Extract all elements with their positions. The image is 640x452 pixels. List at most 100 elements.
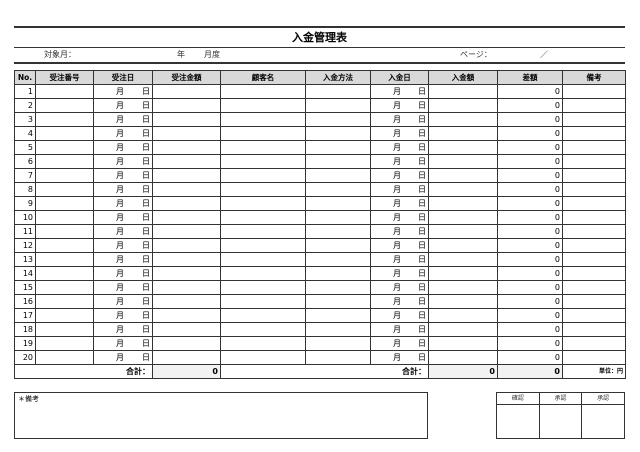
cell[interactable] [35, 196, 94, 211]
cell[interactable] [152, 238, 221, 253]
cell[interactable] [305, 266, 371, 281]
cell[interactable] [152, 98, 221, 113]
cell[interactable] [35, 224, 94, 239]
cell[interactable] [35, 252, 94, 267]
cell[interactable] [220, 168, 306, 183]
cell[interactable] [35, 308, 94, 323]
cell[interactable] [305, 238, 371, 253]
date-cell[interactable]: 月日 [93, 112, 153, 127]
cell[interactable] [428, 84, 498, 99]
date-cell[interactable]: 月日 [93, 350, 153, 365]
cell[interactable] [220, 196, 306, 211]
date-cell[interactable]: 月日 [93, 252, 153, 267]
cell[interactable] [305, 154, 371, 169]
date-cell[interactable]: 月日 [370, 210, 429, 225]
cell[interactable] [35, 168, 94, 183]
cell[interactable] [152, 126, 221, 141]
cell[interactable] [562, 154, 626, 169]
cell[interactable] [220, 308, 306, 323]
cell[interactable] [35, 154, 94, 169]
cell[interactable] [220, 280, 306, 295]
cell[interactable] [428, 280, 498, 295]
cell[interactable] [305, 112, 371, 127]
date-cell[interactable]: 月日 [370, 196, 429, 211]
cell[interactable] [305, 168, 371, 183]
date-cell[interactable]: 月日 [370, 140, 429, 155]
cell[interactable] [305, 280, 371, 295]
cell[interactable] [428, 126, 498, 141]
cell[interactable] [428, 196, 498, 211]
cell[interactable] [35, 266, 94, 281]
date-cell[interactable]: 月日 [93, 294, 153, 309]
cell[interactable] [152, 308, 221, 323]
cell[interactable] [35, 280, 94, 295]
cell[interactable] [562, 112, 626, 127]
approval-cell[interactable]: 確認 [497, 393, 540, 438]
cell[interactable] [35, 336, 94, 351]
cell[interactable] [220, 154, 306, 169]
cell[interactable] [562, 308, 626, 323]
date-cell[interactable]: 月日 [370, 112, 429, 127]
cell[interactable] [152, 266, 221, 281]
cell[interactable] [35, 210, 94, 225]
date-cell[interactable]: 月日 [370, 126, 429, 141]
cell[interactable] [562, 350, 626, 365]
cell[interactable] [220, 140, 306, 155]
cell[interactable] [152, 182, 221, 197]
cell[interactable] [428, 336, 498, 351]
cell[interactable] [220, 294, 306, 309]
cell[interactable] [220, 238, 306, 253]
date-cell[interactable]: 月日 [93, 266, 153, 281]
approval-cell[interactable]: 承認 [582, 393, 625, 438]
date-cell[interactable]: 月日 [370, 280, 429, 295]
cell[interactable] [305, 322, 371, 337]
approval-cell[interactable]: 承認 [539, 393, 583, 438]
cell[interactable] [562, 196, 626, 211]
cell[interactable] [220, 210, 306, 225]
cell[interactable] [428, 350, 498, 365]
date-cell[interactable]: 月日 [93, 84, 153, 99]
cell[interactable] [305, 336, 371, 351]
cell[interactable] [562, 140, 626, 155]
cell[interactable] [428, 182, 498, 197]
date-cell[interactable]: 月日 [93, 336, 153, 351]
cell[interactable] [305, 140, 371, 155]
cell[interactable] [152, 210, 221, 225]
cell[interactable] [428, 308, 498, 323]
date-cell[interactable]: 月日 [370, 266, 429, 281]
cell[interactable] [562, 224, 626, 239]
date-cell[interactable]: 月日 [93, 98, 153, 113]
cell[interactable] [428, 224, 498, 239]
cell[interactable] [152, 196, 221, 211]
cell[interactable] [152, 336, 221, 351]
date-cell[interactable]: 月日 [93, 140, 153, 155]
cell[interactable] [35, 182, 94, 197]
cell[interactable] [305, 196, 371, 211]
cell[interactable] [220, 266, 306, 281]
cell[interactable] [152, 294, 221, 309]
cell[interactable] [152, 154, 221, 169]
cell[interactable] [152, 140, 221, 155]
cell[interactable] [428, 322, 498, 337]
cell[interactable] [428, 210, 498, 225]
cell[interactable] [35, 238, 94, 253]
cell[interactable] [35, 350, 94, 365]
cell[interactable] [220, 126, 306, 141]
cell[interactable] [428, 168, 498, 183]
cell[interactable] [220, 112, 306, 127]
date-cell[interactable]: 月日 [370, 308, 429, 323]
cell[interactable] [428, 266, 498, 281]
date-cell[interactable]: 月日 [93, 210, 153, 225]
cell[interactable] [152, 224, 221, 239]
date-cell[interactable]: 月日 [370, 350, 429, 365]
cell[interactable] [562, 336, 626, 351]
cell[interactable] [220, 98, 306, 113]
cell[interactable] [562, 98, 626, 113]
cell[interactable] [562, 182, 626, 197]
cell[interactable] [562, 294, 626, 309]
cell[interactable] [35, 98, 94, 113]
date-cell[interactable]: 月日 [370, 168, 429, 183]
cell[interactable] [562, 280, 626, 295]
cell[interactable] [152, 252, 221, 267]
cell[interactable] [220, 252, 306, 267]
